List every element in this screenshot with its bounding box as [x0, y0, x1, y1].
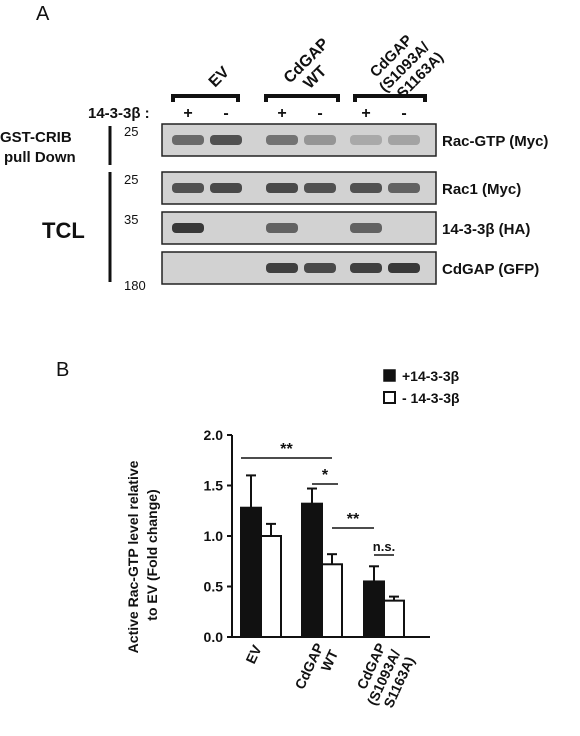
group-label-ev: EV [206, 63, 233, 90]
panel-b-label: B [56, 359, 69, 381]
lane-row-label: 14-3-3β : [88, 105, 150, 122]
legend: +14-3-3β - 14-3-3β [383, 368, 460, 406]
significance-label: * [322, 467, 329, 484]
band [304, 263, 336, 273]
blot-label: Rac-GTP (Myc) [442, 133, 548, 150]
band [266, 135, 298, 145]
y-tick-label: 0.0 [204, 629, 224, 645]
band [388, 135, 420, 145]
y-tick-label: 1.0 [204, 528, 224, 544]
band [266, 263, 298, 273]
y-tick-label: 0.5 [204, 579, 224, 595]
lane-sign: - [401, 105, 406, 122]
y-axis-label: Active Rac-GTP level relative to EV (Fol… [125, 457, 160, 654]
band [304, 135, 336, 145]
legend-swatch-minus [383, 391, 396, 404]
bracket-wt [264, 94, 340, 102]
category-label: CdGAPWT [292, 640, 342, 698]
legend-swatch-plus [383, 369, 396, 382]
bracket-ev [171, 94, 240, 102]
legend-label-minus: - 14-3-3β [402, 390, 460, 406]
blot-label: 14-3-3β (HA) [442, 221, 530, 238]
band [350, 263, 382, 273]
band [350, 223, 382, 233]
band [350, 135, 382, 145]
y-tick-label: 1.5 [204, 478, 224, 494]
bar [321, 563, 343, 639]
bar [260, 535, 282, 638]
mw-marker: 25 [124, 124, 138, 139]
bar [301, 502, 323, 638]
blot-row: 35 14-3-3β (HA) [124, 211, 530, 245]
band [266, 183, 298, 193]
panel-a-label: A [36, 3, 50, 25]
lane-sign: - [223, 105, 228, 122]
significance-label: n.s. [373, 539, 395, 554]
blot-membrane [161, 123, 437, 157]
band [304, 183, 336, 193]
band [210, 135, 242, 145]
blot-row: CdGAP (GFP) [161, 251, 539, 285]
lane-sign: + [183, 105, 192, 122]
blot-row: 25 Rac-GTP (Myc) [124, 123, 548, 157]
blot-membrane [161, 211, 437, 245]
group-label-wt: CdGAP WT [281, 32, 348, 99]
band [266, 223, 298, 233]
blot-label: CdGAP (GFP) [442, 261, 539, 278]
bar-chart: 0.00.51.01.52.0*****n.s.EV CdGAPWT CdGAP(S… [204, 427, 430, 714]
band [210, 183, 242, 193]
band [388, 183, 420, 193]
blot-label: Rac1 (Myc) [442, 181, 521, 198]
category-label: EV [242, 642, 265, 666]
band [388, 263, 420, 273]
lane-sign: - [317, 105, 322, 122]
bracket-mutant [353, 94, 427, 102]
lane-sign: + [277, 105, 286, 122]
blot-row: 25 Rac1 (Myc) [124, 171, 521, 205]
lane-signs: + - + - + - [183, 105, 406, 122]
bar [240, 506, 262, 638]
band [350, 183, 382, 193]
legend-label-plus: +14-3-3β [402, 368, 460, 384]
lane-sign: + [361, 105, 370, 122]
bar [363, 580, 385, 639]
pulldown-label: GST-CRIB pull Down [0, 129, 76, 166]
significance-label: ** [280, 441, 293, 458]
band [172, 183, 204, 193]
group-brackets [171, 94, 427, 102]
y-tick-label: 2.0 [204, 427, 224, 443]
band [172, 223, 204, 233]
western-blots: 25 Rac-GTP (Myc) 25 Rac1 (Myc) 35 14-3-3β (HA… [124, 123, 548, 285]
band [172, 135, 204, 145]
mw-marker: 35 [124, 212, 138, 227]
marker-180: 180 [124, 278, 146, 293]
significance-label: ** [347, 511, 360, 528]
category-label: CdGAP(S1093A/S1163A) [349, 640, 418, 714]
bar [383, 599, 405, 639]
mw-marker: 25 [124, 172, 138, 187]
tcl-label: TCL [42, 218, 85, 243]
